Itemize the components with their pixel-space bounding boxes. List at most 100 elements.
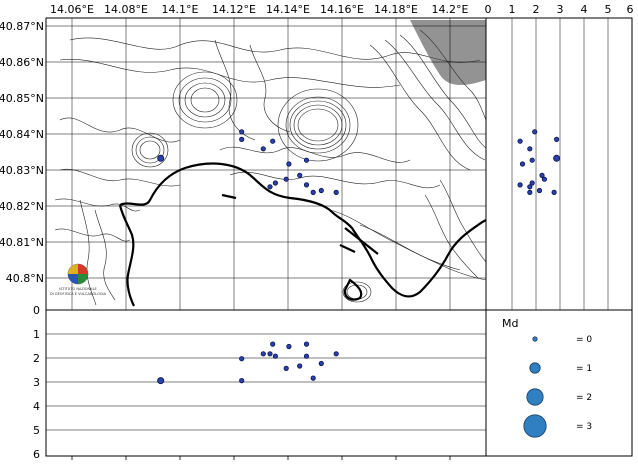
epicenter-marker [267,184,273,190]
longitude-depth-panel [45,309,487,460]
depth-latitude-marker [551,189,557,195]
lon-tick: 14.1°E [162,3,199,16]
coastline [118,162,487,307]
epicenter-marker [310,189,316,195]
depth-latitude-marker [517,182,523,188]
depth-longitude-marker [333,351,339,357]
lat-tick: 40.86°N [0,56,44,69]
epicenter-marker [303,182,310,188]
depth-tick: 4 [33,400,40,413]
depth-latitude-marker [532,129,538,135]
map-panel: ISTITUTO NAZIONALE DI GEOFISICA E VULCAN… [45,17,487,311]
epicenter-marker [286,161,292,167]
legend-items [523,336,547,438]
depth-tick: 6 [33,448,40,461]
lon-tick: 14.18°E [374,3,418,16]
depth-latitude-marker [529,180,535,186]
legend-magnitude-circle [523,414,547,438]
depth-latitude-marker [527,189,533,195]
depth-longitude-marker [267,351,273,357]
depth-latitude-marker [536,187,543,194]
depth-longitude-marker [283,365,289,371]
lon-tick: 14.14°E [266,3,310,16]
depth-longitude-marker [239,356,245,362]
legend-label: = 2 [576,393,592,403]
side-panel-frame [485,17,633,311]
depth-tick: 4 [581,3,588,16]
epicenter-marker [272,180,278,186]
depth-latitude-marker [527,184,533,190]
map-gridlines [46,18,486,310]
lat-tick: 40.85°N [0,92,44,105]
depth-tick: 1 [33,328,40,341]
epicenter-marker [260,146,266,152]
depth-longitude-marker [310,375,316,381]
legend-magnitude-circle [529,362,541,374]
lat-tick: 40.83°N [0,164,44,177]
side-depth-tick-labels: 0 1 2 3 4 5 6 [485,3,634,16]
epicenter-marker [157,154,165,162]
depth-tick: 2 [33,352,40,365]
depth-longitude-marker [297,363,303,369]
depth-latitude-marker [527,146,533,152]
latitude-tick-labels: 40.87°N 40.86°N 40.85°N 40.84°N 40.83°N … [0,20,44,285]
legend-magnitude-circle [526,388,544,406]
epicenter-marker [318,187,324,194]
depth-latitude-marker [553,136,560,142]
magnitude-legend: Md = 0 = 1 = 2 = 3 [485,309,633,457]
depth-latitude-marker [517,138,523,144]
depth-longitude-marker [272,353,278,359]
depth-longitude-marker [270,341,276,347]
epicenter-marker [303,157,310,163]
bottom-panel-frame [45,309,487,457]
side-event-markers [517,129,561,195]
lon-tick: 14.16°E [320,3,364,16]
depth-longitude-marker [157,377,165,385]
depth-longitude-marker [260,351,266,357]
epicenter-marker [270,138,276,144]
lon-tick: 14.06°E [50,3,94,16]
depth-tick: 0 [33,304,40,317]
legend-magnitude-circle [532,336,538,342]
bottom-event-markers [157,341,339,385]
depth-tick: 1 [509,3,516,16]
logo-line-2: DI GEOFISICA E VULCANOLOGIA [50,292,107,296]
depth-longitude-marker [303,341,310,347]
longitude-tick-labels: 14.06°E 14.08°E 14.1°E 14.12°E 14.14°E 1… [50,3,468,16]
depth-tick: 3 [557,3,564,16]
depth-longitude-marker [318,360,324,367]
legend-title: Md [502,317,518,330]
legend-frame [485,309,633,457]
lat-tick: 40.84°N [0,128,44,141]
depth-latitude-marker [539,172,545,178]
lat-tick: 40.81°N [0,236,44,249]
depth-latitude-marker [541,176,548,182]
epicenter-marker [283,176,289,182]
depth-tick: 3 [33,376,40,389]
ingv-logo: ISTITUTO NAZIONALE DI GEOFISICA E VULCAN… [50,263,107,296]
depth-tick: 5 [33,424,40,437]
legend-label: = 1 [576,364,592,374]
map-background [46,18,486,310]
logo-line-1: ISTITUTO NAZIONALE [59,287,97,291]
depth-latitude-marker [553,154,561,162]
latitude-depth-panel [485,17,633,311]
depth-tick: 2 [533,3,540,16]
lon-tick: 14.12°E [212,3,256,16]
topographic-contours [54,20,487,306]
epicenter-marker [333,189,339,195]
lat-tick: 40.87°N [0,20,44,33]
lat-tick: 40.82°N [0,200,44,213]
depth-tick: 6 [627,3,634,16]
legend-label: = 0 [576,335,592,345]
epicenter-marker [239,129,245,135]
lon-tick: 14.08°E [104,3,148,16]
depth-tick: 0 [485,3,492,16]
lat-tick: 40.8°N [6,272,44,285]
depth-longitude-marker [286,343,292,350]
depth-longitude-marker [239,377,245,384]
depth-latitude-marker [529,157,535,163]
depth-longitude-marker [303,353,310,359]
legend-label: = 3 [576,422,592,432]
